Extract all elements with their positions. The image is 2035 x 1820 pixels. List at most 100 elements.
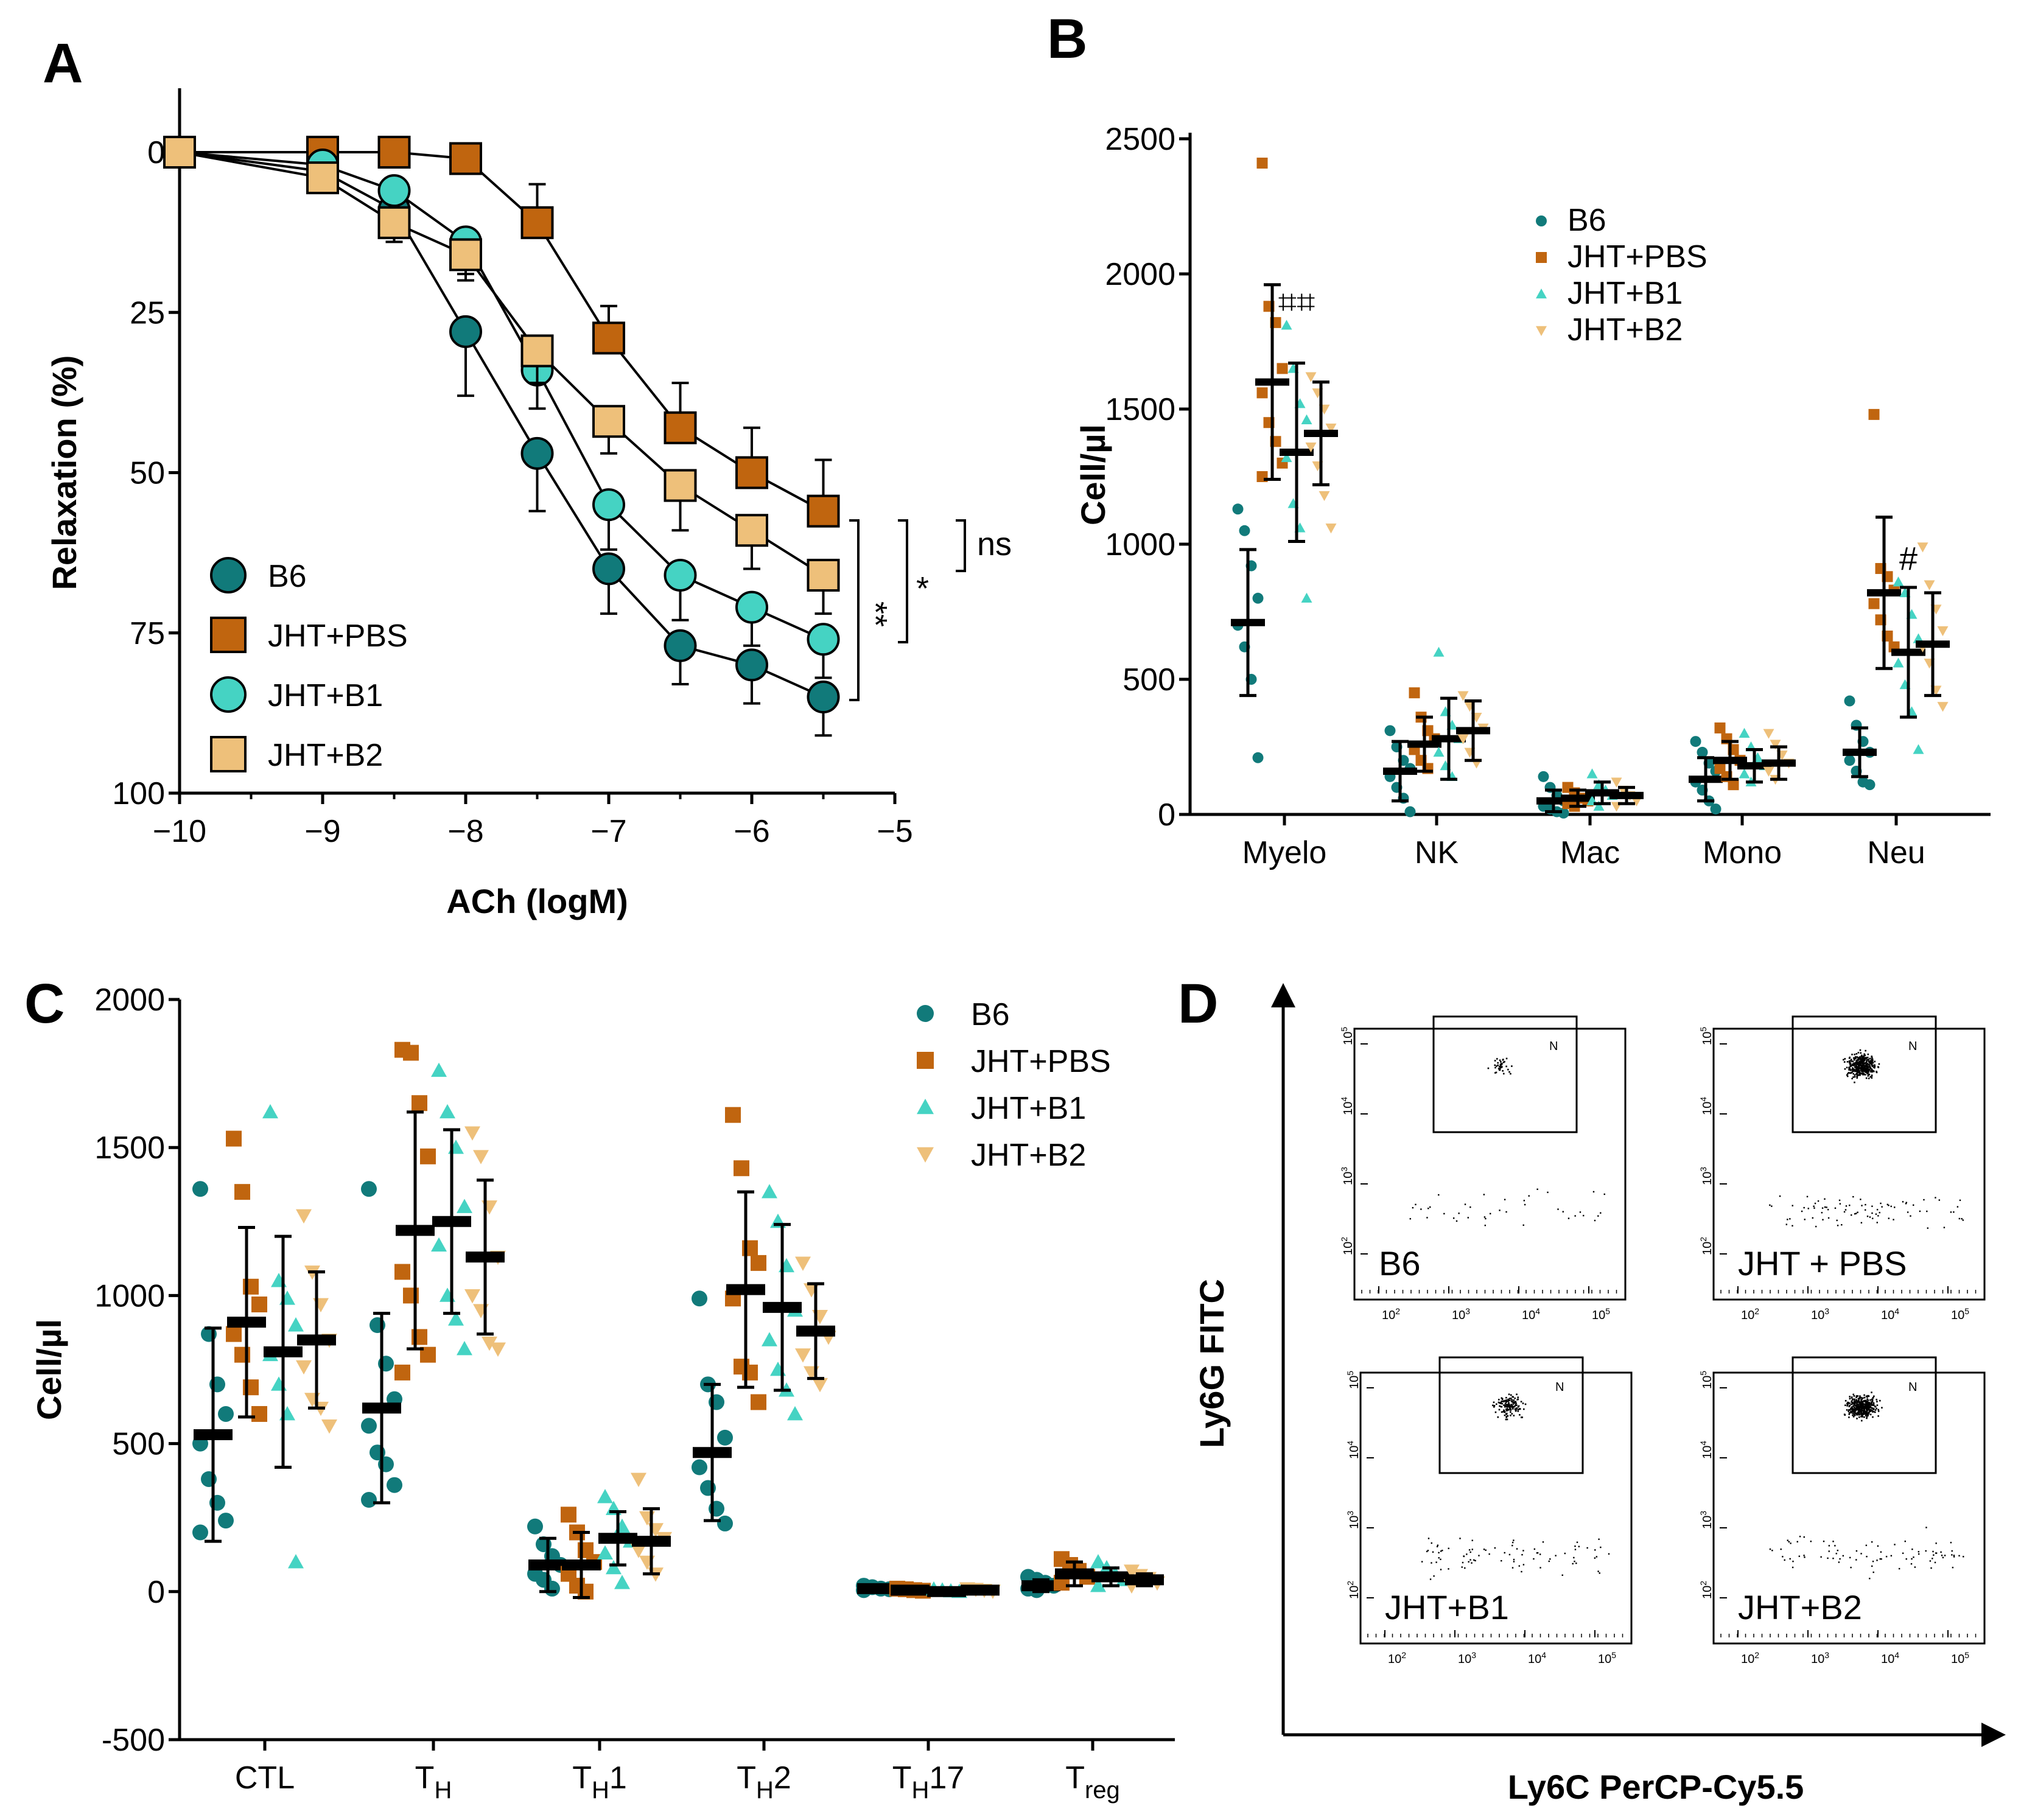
a-data-point: [377, 136, 411, 169]
flow-event: [1873, 1070, 1875, 1073]
a-y-tick-label: 50: [130, 456, 165, 491]
flow-event: [1852, 1073, 1855, 1075]
c-x-tick-label: TH17: [892, 1760, 965, 1804]
flow-event-low: [1511, 1541, 1514, 1544]
flow-event: [1864, 1399, 1866, 1402]
flow-event-low: [1490, 1213, 1491, 1215]
flow-event: [1866, 1056, 1869, 1059]
flow-plot-label: JHT + PBS: [1738, 1244, 1907, 1283]
a-data-point: [735, 590, 768, 624]
flow-event: [1513, 1406, 1515, 1408]
flow-event: [1505, 1413, 1507, 1415]
flow-event: [1860, 1059, 1862, 1062]
flow-event: [1868, 1407, 1871, 1409]
c-data-point: [1090, 1554, 1106, 1569]
b-data-point: [1593, 800, 1605, 811]
flow-event-low: [1455, 1220, 1458, 1222]
flow-event-low: [1432, 1551, 1434, 1553]
flow-event: [1871, 1068, 1873, 1071]
flow-event: [1865, 1408, 1868, 1410]
flow-event-low: [1953, 1211, 1955, 1213]
flow-event: [1494, 1064, 1496, 1066]
c-data-point: [812, 1377, 828, 1393]
c-data-point: [717, 1429, 733, 1446]
flow-event: [1505, 1057, 1508, 1060]
flow-event: [1857, 1062, 1858, 1065]
b-data-point: [1301, 592, 1312, 603]
flow-event-low: [1902, 1552, 1904, 1554]
b-x-tick-label: NK: [1415, 835, 1459, 870]
flow-event: [1856, 1075, 1858, 1077]
flow-event-low: [1784, 1559, 1785, 1561]
flow-event-low: [1933, 1554, 1935, 1556]
flow-event: [1862, 1063, 1864, 1065]
flow-event: [1507, 1398, 1510, 1401]
flow-event: [1877, 1409, 1880, 1411]
flow-event: [1843, 1061, 1846, 1063]
flow-event: [1852, 1405, 1854, 1407]
a-x-tick-label: −8: [447, 814, 483, 849]
c-legend-label-jht-pbs: JHT+PBS: [971, 1044, 1111, 1079]
flow-event: [1849, 1396, 1851, 1398]
flow-event-low: [1409, 1218, 1411, 1220]
flow-event: [1503, 1404, 1505, 1406]
flow-event: [1846, 1075, 1849, 1077]
flow-event: [1860, 1419, 1863, 1422]
flow-event: [1517, 1409, 1519, 1410]
flow-event: [1848, 1410, 1850, 1412]
flow-event-low: [1459, 1538, 1461, 1539]
flow-event: [1872, 1402, 1875, 1404]
flow-event: [1874, 1409, 1877, 1411]
flow-event: [1846, 1066, 1848, 1069]
flow-event: [1508, 1409, 1510, 1411]
significance-double-star: **: [857, 601, 894, 627]
flow-event-low: [1412, 1206, 1414, 1209]
c-data-point: [361, 1181, 377, 1197]
flow-event-low: [1483, 1216, 1486, 1218]
b-legend-label-jht-b1: JHT+B1: [1567, 276, 1683, 311]
flow-event: [1868, 1071, 1869, 1073]
panel-letter-c: C: [24, 973, 65, 1035]
flow-event: [1869, 1410, 1872, 1412]
flow-event: [1856, 1077, 1858, 1079]
flow-event: [1859, 1395, 1861, 1397]
flow-event: [1860, 1413, 1862, 1415]
flow-event: [1847, 1073, 1849, 1075]
a-data-point: [592, 552, 625, 586]
flow-event-low: [1488, 1553, 1490, 1555]
flow-event-low: [1473, 1559, 1475, 1561]
flow-event: [1849, 1062, 1851, 1064]
flow-event: [1852, 1070, 1854, 1073]
flow-event-low: [1950, 1211, 1952, 1213]
flow-y-tick-label: 103: [1345, 1511, 1361, 1529]
panel-d-flow-cytometry: Ly6G FITC Ly6C PerCP-Cy5.5 N 102 102 103 103…: [1193, 983, 2006, 1806]
flow-event: [1869, 1057, 1871, 1060]
flow-event: [1509, 1399, 1511, 1401]
flow-event: [1854, 1415, 1856, 1416]
flow-event-low: [1528, 1195, 1530, 1197]
b-data-point: [1917, 542, 1928, 553]
flow-event: [1849, 1072, 1851, 1074]
flow-gate-box: [1792, 1015, 1937, 1133]
flow-x-tick-label: 104: [1881, 1650, 1899, 1666]
c-data-point: [226, 1326, 242, 1342]
flow-event-low: [1471, 1539, 1473, 1541]
flow-event-low: [1910, 1563, 1913, 1565]
flow-event-low: [1911, 1549, 1913, 1550]
flow-event-low: [1855, 1213, 1857, 1214]
flow-event: [1869, 1062, 1871, 1064]
flow-event-low: [1575, 1562, 1577, 1564]
flow-event-low: [1815, 1225, 1817, 1228]
flow-event: [1863, 1396, 1866, 1399]
flow-event: [1861, 1067, 1863, 1069]
b-data-point: [1924, 580, 1935, 590]
flow-event: [1862, 1074, 1864, 1076]
flow-event: [1853, 1069, 1855, 1072]
flow-event: [1857, 1074, 1859, 1076]
flow-event-low: [1904, 1540, 1906, 1542]
a-data-point: [520, 436, 554, 470]
flow-event: [1862, 1402, 1863, 1405]
panel-b-axes: 0 500 1000 1500 2000 2500 Myelo NK Mac Mono Neu Cel…: [1074, 122, 1991, 870]
flow-event-cloud: [1769, 1049, 1964, 1229]
flow-event: [1854, 1402, 1855, 1404]
